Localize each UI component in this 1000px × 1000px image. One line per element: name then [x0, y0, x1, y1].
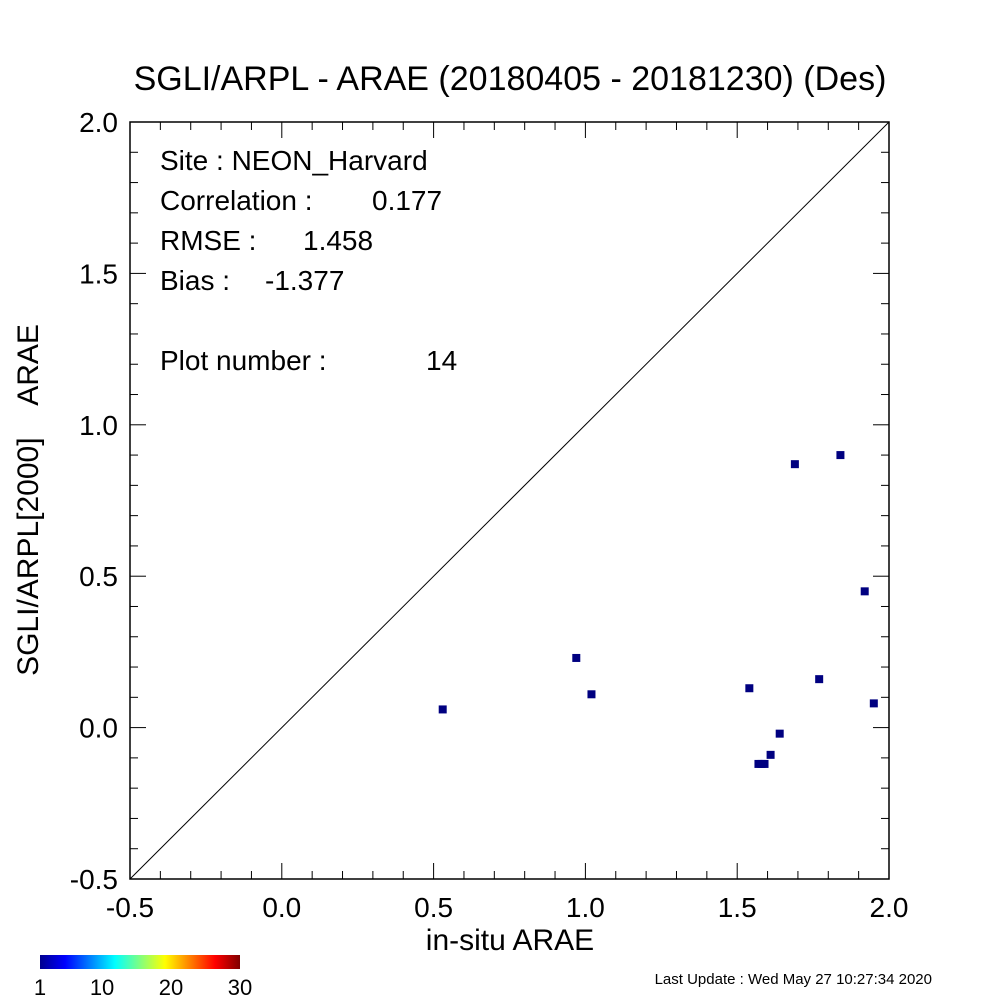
x-tick-labels: -0.5 0.0 0.5 1.0 1.5 2.0	[106, 892, 909, 923]
x-tick-label: 1.0	[566, 892, 605, 923]
one-to-one-line	[129, 121, 890, 880]
data-point	[815, 675, 824, 684]
y-tick-labels: -0.5 0.0 0.5 1.0 1.5 2.0	[70, 107, 118, 895]
colorbar: 1 10 20 30	[34, 955, 252, 1000]
y-tick-label: -0.5	[70, 864, 118, 895]
data-point	[869, 699, 878, 708]
colorbar-label: 1	[34, 975, 46, 1000]
data-point	[860, 587, 869, 596]
data-point	[766, 750, 775, 759]
x-tick-label: 0.0	[262, 892, 301, 923]
y-tick-label: 1.5	[79, 258, 118, 289]
bias-label: Bias :	[160, 265, 230, 296]
y-tick-label: 1.0	[79, 410, 118, 441]
data-points	[438, 451, 878, 768]
plot-number-label: Plot number :	[160, 345, 327, 376]
y-tick-label: 0.5	[79, 561, 118, 592]
last-update-text: Last Update : Wed May 27 10:27:34 2020	[655, 971, 932, 988]
colorbar-label: 10	[90, 975, 114, 1000]
correlation-value: 0.177	[372, 185, 442, 216]
stats-panel: Site : NEON_Harvard Correlation : 0.177 …	[160, 145, 457, 376]
colorbar-labels: 1 10 20 30	[34, 975, 252, 1000]
colorbar-label: 30	[228, 975, 252, 1000]
plot-frame	[129, 121, 890, 880]
bias-value: -1.377	[265, 265, 344, 296]
x-axis-label: in-situ ARAE	[426, 924, 594, 957]
rmse-value: 1.458	[303, 225, 373, 256]
data-point	[587, 690, 596, 699]
x-tick-label: 1.5	[718, 892, 757, 923]
x-tick-label: -0.5	[106, 892, 154, 923]
data-point	[745, 684, 754, 693]
y-axis-label: SGLI/ARPL[2000] ARAE	[12, 324, 45, 676]
y-tick-label: 2.0	[79, 107, 118, 138]
site-label: Site : NEON_Harvard	[160, 145, 428, 176]
data-point	[757, 759, 766, 768]
chart-title: SGLI/ARPL - ARAE (20180405 - 20181230) (…	[134, 60, 887, 98]
data-point	[775, 729, 784, 738]
data-point	[572, 653, 581, 662]
data-point	[836, 451, 845, 460]
y-tick-label: 0.0	[79, 713, 118, 744]
rmse-label: RMSE :	[160, 225, 256, 256]
data-point	[438, 705, 447, 714]
plot-number-value: 14	[426, 345, 457, 376]
colorbar-label: 20	[159, 975, 183, 1000]
colorbar-gradient	[40, 955, 240, 969]
data-point	[790, 460, 799, 469]
axis-ticks	[129, 121, 890, 880]
x-tick-label: 2.0	[870, 892, 909, 923]
x-tick-label: 0.5	[414, 892, 453, 923]
correlation-label: Correlation :	[160, 185, 313, 216]
